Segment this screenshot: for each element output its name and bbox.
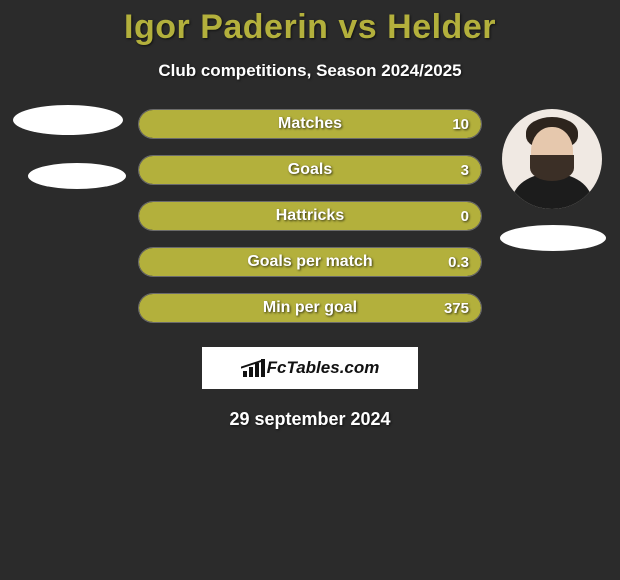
logo-text: FcTables.com <box>267 358 380 378</box>
player1-club-placeholder <box>28 163 126 189</box>
player1-avatar-placeholder <box>13 105 123 135</box>
player2-avatar <box>502 109 602 209</box>
player2-column <box>492 109 612 251</box>
stat-bar: Min per goal375 <box>138 293 482 323</box>
stat-value-right: 0.3 <box>448 248 469 276</box>
vs-text: vs <box>338 8 377 46</box>
player2-club-placeholder <box>500 225 606 251</box>
stat-bar: Goals per match0.3 <box>138 247 482 277</box>
stat-value-right: 3 <box>461 156 469 184</box>
player2-name: Helder <box>387 8 496 46</box>
stat-bar: Matches10 <box>138 109 482 139</box>
date-text: 29 september 2024 <box>0 409 620 430</box>
stat-value-right: 375 <box>444 294 469 322</box>
player1-column <box>8 109 128 189</box>
stat-bar: Hattricks0 <box>138 201 482 231</box>
subtitle: Club competitions, Season 2024/2025 <box>0 61 620 81</box>
comparison-panel: Matches10 Goals3 Hattricks0 Goals per match… <box>0 109 620 329</box>
stat-value-right: 10 <box>452 110 469 138</box>
chart-icon <box>241 359 263 377</box>
page-title: Igor Paderin vs Helder <box>0 0 620 47</box>
fctables-logo: FcTables.com <box>202 347 418 389</box>
stat-bar: Goals3 <box>138 155 482 185</box>
player1-name: Igor Paderin <box>124 8 328 46</box>
stat-value-right: 0 <box>461 202 469 230</box>
stat-bars: Matches10 Goals3 Hattricks0 Goals per match… <box>138 109 482 339</box>
